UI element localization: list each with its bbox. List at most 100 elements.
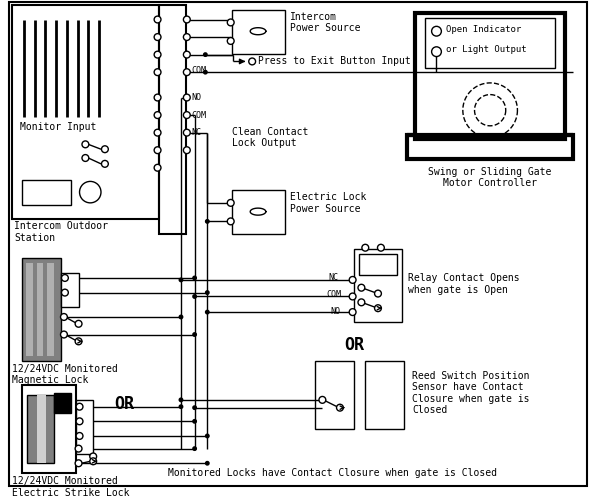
Circle shape xyxy=(319,396,326,404)
Circle shape xyxy=(349,276,356,283)
Bar xyxy=(27,395,54,464)
Bar xyxy=(54,393,71,412)
Circle shape xyxy=(184,112,190,118)
Bar xyxy=(425,18,555,68)
Text: Electric Lock
Power Source: Electric Lock Power Source xyxy=(290,192,367,214)
Circle shape xyxy=(82,154,89,162)
Bar xyxy=(365,361,404,429)
Bar xyxy=(61,273,79,307)
Circle shape xyxy=(227,19,234,26)
Circle shape xyxy=(90,453,97,460)
Circle shape xyxy=(203,70,208,74)
Circle shape xyxy=(154,147,161,154)
Circle shape xyxy=(377,244,384,251)
Circle shape xyxy=(349,308,356,316)
Text: 12/24VDC Monitored
Electric Strike Lock: 12/24VDC Monitored Electric Strike Lock xyxy=(13,476,130,498)
Bar xyxy=(353,248,402,322)
Text: Swing or Sliding Gate
Motor Controller: Swing or Sliding Gate Motor Controller xyxy=(429,167,552,188)
Circle shape xyxy=(154,164,161,171)
Circle shape xyxy=(76,418,83,424)
Circle shape xyxy=(184,51,190,58)
Text: Monitored Locks have Contact Closure when gate is Closed: Monitored Locks have Contact Closure whe… xyxy=(168,468,497,478)
Circle shape xyxy=(154,16,161,23)
Circle shape xyxy=(205,310,210,314)
Circle shape xyxy=(61,331,67,338)
Bar xyxy=(407,134,573,159)
Text: COM: COM xyxy=(192,66,207,74)
Circle shape xyxy=(76,432,83,440)
Text: or Light Output: or Light Output xyxy=(446,45,527,54)
Circle shape xyxy=(75,460,82,466)
Bar xyxy=(232,10,285,54)
Circle shape xyxy=(192,419,197,424)
Bar xyxy=(159,5,186,234)
Bar xyxy=(13,5,159,220)
Circle shape xyxy=(61,289,69,296)
Circle shape xyxy=(184,16,190,23)
Text: NO: NO xyxy=(330,306,340,316)
Circle shape xyxy=(432,26,442,36)
Bar xyxy=(359,254,396,275)
Circle shape xyxy=(192,276,197,280)
Bar xyxy=(36,264,44,356)
Text: Reed Switch Position
Sensor have Contact
Closure when gate is
Closed: Reed Switch Position Sensor have Contact… xyxy=(412,370,530,416)
Circle shape xyxy=(154,69,161,75)
Circle shape xyxy=(203,52,208,57)
Circle shape xyxy=(249,58,256,65)
Text: COM: COM xyxy=(192,110,207,120)
Text: NC: NC xyxy=(192,128,201,137)
Bar xyxy=(315,361,353,429)
Bar xyxy=(47,264,54,356)
Text: Clean Contact
Lock Output: Clean Contact Lock Output xyxy=(232,127,308,148)
Bar xyxy=(76,400,93,454)
Circle shape xyxy=(205,290,210,295)
Circle shape xyxy=(227,38,234,44)
Circle shape xyxy=(337,404,343,411)
Text: Relay Contact Opens
when gate is Open: Relay Contact Opens when gate is Open xyxy=(408,273,520,294)
Circle shape xyxy=(205,434,210,438)
Circle shape xyxy=(61,314,67,320)
Circle shape xyxy=(154,94,161,101)
Circle shape xyxy=(192,294,197,299)
Circle shape xyxy=(90,458,97,464)
Bar xyxy=(22,180,71,205)
Circle shape xyxy=(75,445,82,452)
Circle shape xyxy=(184,129,190,136)
Circle shape xyxy=(362,244,369,251)
Text: Monitor Input: Monitor Input xyxy=(20,122,97,132)
Circle shape xyxy=(101,160,108,168)
Circle shape xyxy=(358,284,365,291)
Text: OR: OR xyxy=(114,395,135,413)
Circle shape xyxy=(192,332,197,337)
Circle shape xyxy=(76,404,83,410)
Circle shape xyxy=(184,34,190,40)
Circle shape xyxy=(179,404,184,409)
Circle shape xyxy=(179,398,184,402)
Circle shape xyxy=(358,299,365,306)
Circle shape xyxy=(349,293,356,300)
Circle shape xyxy=(154,51,161,58)
Bar xyxy=(22,385,76,473)
Bar xyxy=(36,395,46,464)
Circle shape xyxy=(205,219,210,224)
Circle shape xyxy=(75,320,82,327)
Text: COM: COM xyxy=(326,290,342,299)
Text: Open Indicator: Open Indicator xyxy=(446,26,522,35)
Text: Press to Exit Button Input: Press to Exit Button Input xyxy=(258,56,411,66)
Circle shape xyxy=(82,141,89,148)
Bar xyxy=(22,258,61,361)
Text: 12/24VDC Monitored
Magnetic Lock: 12/24VDC Monitored Magnetic Lock xyxy=(13,364,118,386)
Text: OR: OR xyxy=(344,336,364,354)
Circle shape xyxy=(101,146,108,152)
Circle shape xyxy=(154,129,161,136)
Circle shape xyxy=(432,47,442,56)
Circle shape xyxy=(184,147,190,154)
Text: NO: NO xyxy=(192,93,201,102)
Circle shape xyxy=(154,34,161,40)
Circle shape xyxy=(79,182,101,203)
Circle shape xyxy=(184,69,190,75)
Circle shape xyxy=(192,446,197,451)
Circle shape xyxy=(227,218,234,225)
Circle shape xyxy=(227,200,234,206)
Bar xyxy=(26,264,33,356)
